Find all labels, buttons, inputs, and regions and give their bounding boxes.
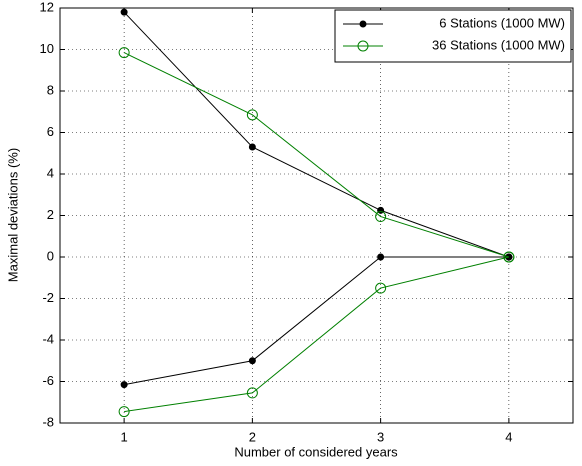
y-tick-label: 0 (47, 248, 54, 263)
marker (120, 8, 128, 16)
legend-marker (357, 40, 369, 52)
series-line (123, 11, 510, 258)
marker (503, 251, 515, 263)
legend: 6 Stations (1000 MW) 36 Stations (1000 MW… (334, 9, 572, 63)
y-tick-label: 8 (47, 82, 54, 97)
series-line (123, 52, 510, 258)
marker (248, 143, 256, 151)
legend-label: 36 Stations (1000 MW) (432, 37, 565, 52)
marker (248, 357, 256, 365)
legend-marker (359, 20, 367, 28)
y-tick-label: -4 (42, 331, 54, 346)
x-tick-label: 1 (121, 429, 128, 444)
y-tick-label: 10 (40, 41, 54, 56)
y-tick-label: 4 (47, 165, 54, 180)
legend-box (334, 9, 572, 63)
marker (246, 387, 258, 399)
y-tick-label: -6 (42, 373, 54, 388)
y-tick-label: 2 (47, 207, 54, 222)
y-tick-label: 6 (47, 124, 54, 139)
marker (375, 282, 387, 294)
marker (375, 211, 387, 223)
y-tick-label: 12 (40, 0, 54, 14)
x-tick-label: 3 (377, 429, 384, 444)
legend-label: 6 Stations (1000 MW) (439, 15, 565, 30)
marker (246, 109, 258, 121)
x-axis-label: Number of considered years (234, 444, 398, 459)
marker (118, 47, 130, 59)
series-line (124, 256, 509, 413)
x-tick-label: 4 (505, 429, 512, 444)
plot-border (59, 7, 574, 424)
y-tick-label: -8 (42, 414, 54, 429)
marker (377, 253, 385, 261)
series-line (124, 256, 509, 386)
marker (118, 406, 130, 418)
x-tick-label: 2 (249, 429, 256, 444)
marker (120, 381, 128, 389)
y-tick-label: -2 (42, 290, 54, 305)
y-axis-label: Maximal deviations (%) (5, 148, 20, 282)
